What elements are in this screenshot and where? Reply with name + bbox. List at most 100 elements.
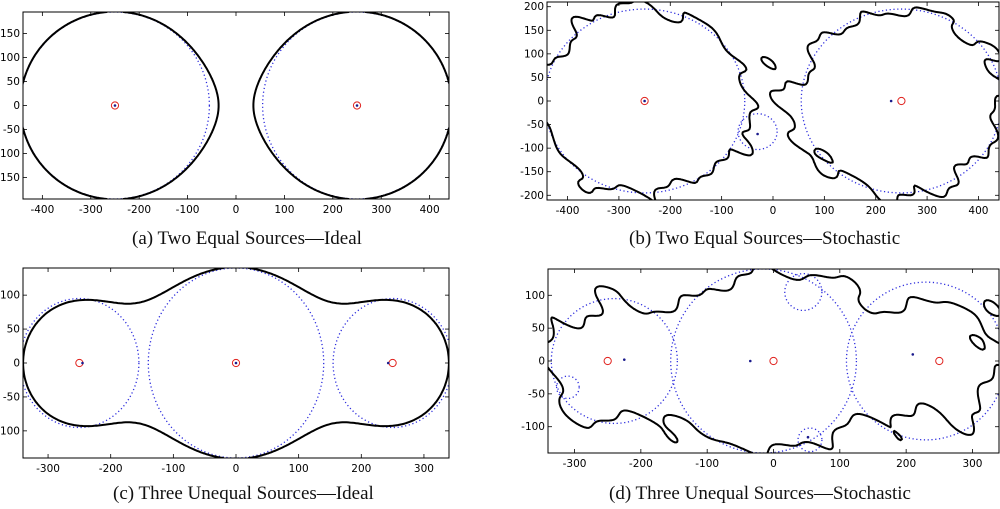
estimate-marker-0 bbox=[113, 104, 117, 107]
x-tick-label-3: -100 bbox=[176, 204, 200, 216]
source-marker-0 bbox=[603, 356, 612, 366]
x-tick-label-4: 0 bbox=[770, 205, 777, 217]
plot-area bbox=[547, 2, 999, 200]
y-tick-label-0: -150 bbox=[0, 172, 20, 184]
source-marker-1 bbox=[231, 358, 241, 368]
x-tick-label-0: -400 bbox=[30, 204, 54, 216]
chart-d: -300 -200 -100 0 100 200 300 -100 -50 0 50 100 bbox=[521, 268, 1000, 470]
estimate-marker-1 bbox=[355, 104, 359, 107]
x-tick-label-1: -200 bbox=[99, 463, 123, 475]
source-marker-0 bbox=[110, 101, 120, 110]
y-tick-label-0: -100 bbox=[521, 421, 545, 433]
chart-c: -300 -200 -100 0 100 200 300 -100 -50 0 50 100 bbox=[0, 267, 450, 475]
x-tick-label-1: -300 bbox=[79, 204, 103, 216]
boundary-contour bbox=[23, 268, 449, 458]
y-tick-label-6: 150 bbox=[0, 28, 20, 40]
x-tick-label-3: -100 bbox=[710, 205, 734, 217]
x-tick-label-7: 300 bbox=[917, 205, 937, 217]
plot-area bbox=[23, 12, 449, 199]
x-tick-label-1: -300 bbox=[607, 205, 631, 217]
panel-b: -400 -300 -200 -100 0 100 200 300 400 -200 -150 -10… bbox=[500, 0, 1000, 255]
x-tick-label-7: 300 bbox=[371, 204, 391, 216]
range-circle-1 bbox=[800, 8, 999, 194]
y-tick-label-4: 0 bbox=[537, 96, 544, 108]
estimate-marker-0 bbox=[622, 358, 626, 361]
estimate-marker-1 bbox=[748, 359, 752, 363]
x-tick-label-5: 200 bbox=[896, 458, 916, 470]
x-tick-label-6: 200 bbox=[866, 205, 886, 217]
y-tick-label-1: -50 bbox=[528, 388, 545, 400]
x-tick-label-4: 100 bbox=[830, 458, 850, 470]
y-tick-label-0: -200 bbox=[520, 190, 544, 202]
range-circle-5 bbox=[797, 427, 823, 453]
plot-area bbox=[548, 269, 999, 453]
source-marker-1 bbox=[352, 101, 362, 110]
y-tick-label-2: -100 bbox=[520, 143, 544, 155]
panel-d: -300 -200 -100 0 100 200 300 -100 -50 0 50 100 (d) … bbox=[500, 255, 1000, 509]
x-tick-label-5: 200 bbox=[351, 463, 371, 475]
caption-d: (d) Three Unequal Sources—Stochastic bbox=[609, 483, 911, 504]
y-tick-label-4: 50 bbox=[7, 76, 20, 88]
y-tick-label-5: 100 bbox=[0, 52, 20, 64]
boundary-contour bbox=[547, 2, 999, 200]
chart-b: -400 -300 -200 -100 0 100 200 300 400 -200 -150 -10… bbox=[520, 1, 1000, 217]
boundary-contour bbox=[548, 269, 999, 453]
x-tick-label-5: 100 bbox=[274, 204, 294, 216]
panel-c: -300 -200 -100 0 100 200 300 -100 -50 0 50 100 (c) … bbox=[0, 255, 500, 509]
y-tick-label-8: 200 bbox=[524, 1, 544, 13]
y-tick-label-4: 100 bbox=[525, 290, 545, 302]
caption-c: (c) Three Unequal Sources—Ideal bbox=[113, 483, 374, 504]
y-tick-label-1: -50 bbox=[3, 391, 20, 403]
range-circle-0 bbox=[23, 297, 140, 429]
range-circle-0 bbox=[550, 297, 678, 425]
axes-frame bbox=[547, 268, 1000, 454]
source-marker-2 bbox=[935, 356, 944, 366]
y-tick-label-5: 50 bbox=[531, 72, 544, 84]
y-tick-label-0: -100 bbox=[0, 425, 20, 437]
estimate-marker-2 bbox=[911, 353, 915, 356]
source-marker-1 bbox=[897, 96, 906, 106]
y-tick-label-3: -50 bbox=[527, 119, 544, 131]
range-circle-0 bbox=[547, 8, 746, 194]
y-tick-label-3: 50 bbox=[532, 323, 545, 335]
x-tick-label-3: 0 bbox=[770, 458, 777, 470]
range-circle-2 bbox=[737, 113, 778, 151]
estimate-marker-1 bbox=[234, 361, 238, 365]
estimate-marker-0 bbox=[81, 361, 84, 365]
y-tick-label-2: -50 bbox=[3, 124, 20, 136]
x-tick-label-0: -300 bbox=[36, 463, 60, 475]
x-tick-label-8: 400 bbox=[420, 204, 440, 216]
x-tick-label-3: 0 bbox=[233, 463, 240, 475]
x-tick-label-2: -200 bbox=[127, 204, 151, 216]
x-tick-label-0: -400 bbox=[556, 205, 580, 217]
panel-a: -400 -300 -200 -100 0 100 200 300 400 -150 -100 -50… bbox=[0, 0, 500, 255]
range-circle-0 bbox=[23, 12, 210, 199]
x-tick-label-2: -200 bbox=[658, 205, 682, 217]
x-tick-label-6: 300 bbox=[414, 463, 434, 475]
y-tick-label-4: 100 bbox=[0, 290, 20, 302]
estimate-marker-2 bbox=[756, 132, 759, 136]
y-tick-label-7: 150 bbox=[524, 25, 544, 37]
x-tick-label-2: -100 bbox=[161, 463, 185, 475]
x-tick-label-5: 100 bbox=[814, 205, 834, 217]
range-circle-4 bbox=[555, 375, 580, 400]
x-tick-label-0: -300 bbox=[563, 458, 587, 470]
range-circle-2 bbox=[845, 281, 999, 441]
y-tick-label-2: 0 bbox=[13, 358, 20, 370]
chart-a: -400 -300 -200 -100 0 100 200 300 400 -150 -100 -50… bbox=[0, 11, 450, 216]
range-circle-2 bbox=[332, 297, 449, 429]
x-tick-label-6: 200 bbox=[323, 204, 343, 216]
caption-a: (a) Two Equal Sources—Ideal bbox=[132, 228, 362, 249]
y-tick-label-6: 100 bbox=[524, 48, 544, 60]
axes-frame bbox=[22, 11, 450, 200]
x-tick-label-4: 0 bbox=[233, 204, 240, 216]
plot-area bbox=[23, 268, 449, 458]
estimate-marker-3 bbox=[806, 435, 810, 439]
caption-b: (b) Two Equal Sources—Stochastic bbox=[629, 228, 901, 249]
y-tick-label-1: -100 bbox=[0, 148, 20, 160]
boundary-contour bbox=[23, 12, 449, 199]
range-circle-1 bbox=[670, 269, 858, 453]
source-marker-0 bbox=[640, 96, 649, 106]
x-tick-label-2: -100 bbox=[695, 458, 719, 470]
range-circle-3 bbox=[784, 272, 823, 312]
